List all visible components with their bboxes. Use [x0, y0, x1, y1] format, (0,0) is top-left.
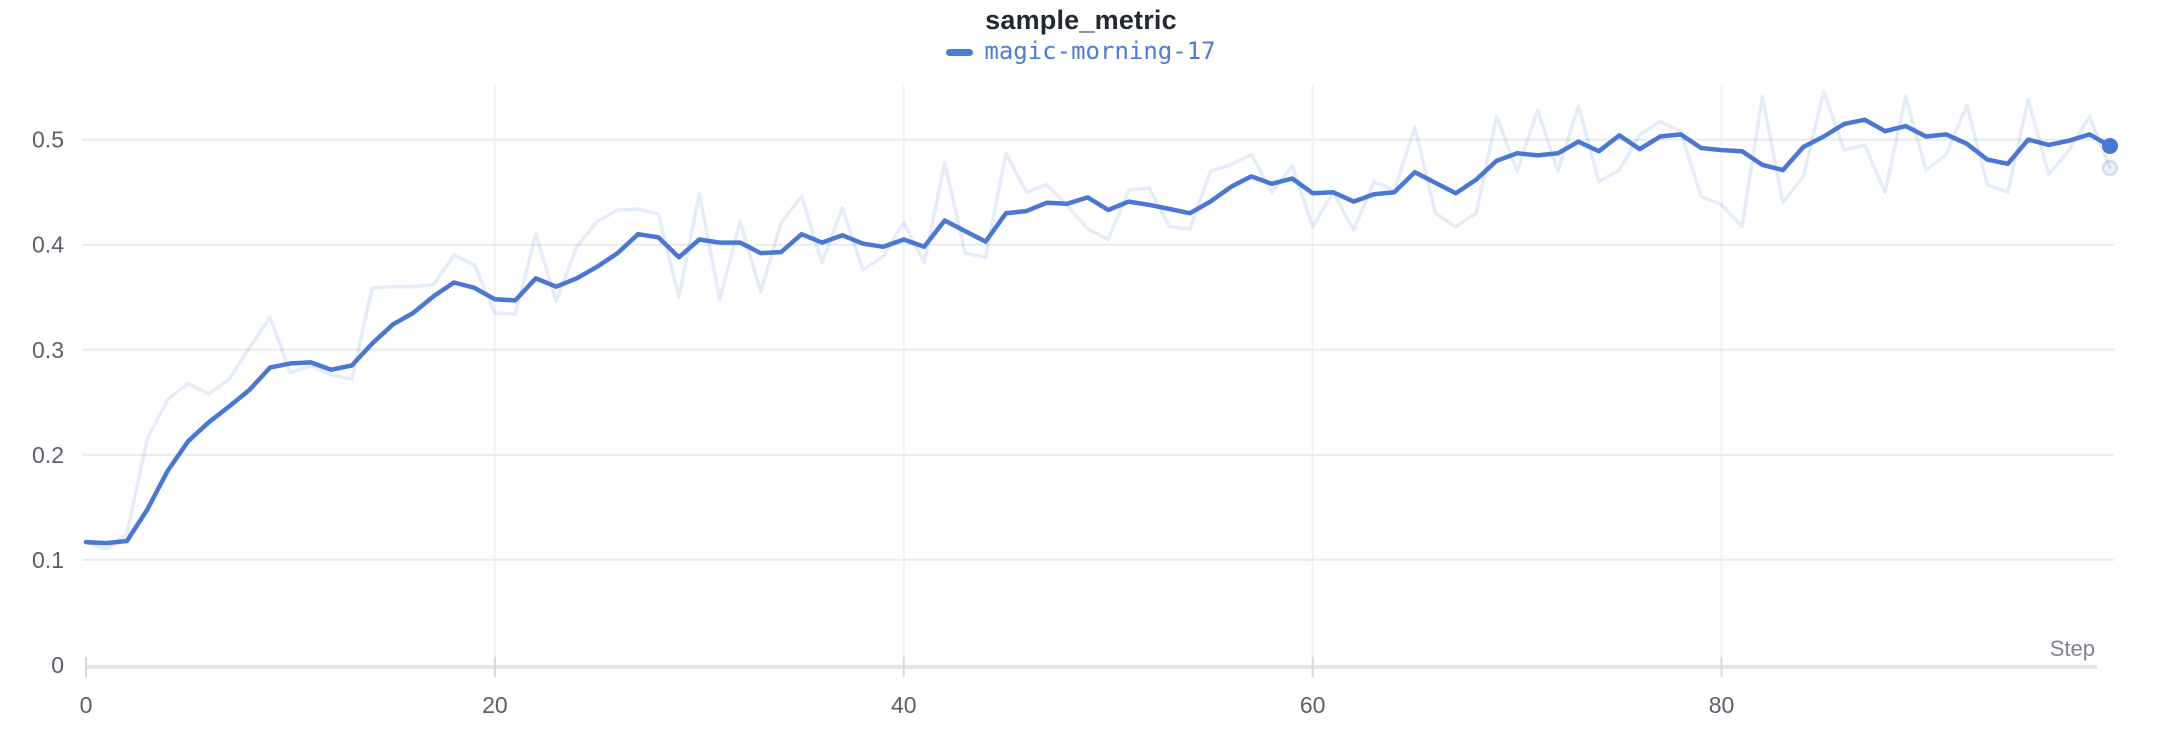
- y-tick-label: 0.2: [32, 442, 64, 468]
- y-tick-label: 0.3: [32, 337, 64, 363]
- smoothed-metric-line[interactable]: [83, 117, 2113, 546]
- legend-run-name: magic-morning-17: [984, 37, 1216, 65]
- y-tick-label: 0: [51, 652, 64, 678]
- x-tick-label: 0: [80, 692, 93, 718]
- y-tick-label: 0.4: [32, 232, 64, 258]
- x-tick-label: 20: [482, 692, 508, 718]
- x-tick-label: 40: [891, 692, 917, 718]
- y-tick-label: 0.5: [32, 127, 64, 153]
- chart-title: sample_metric: [985, 5, 1177, 35]
- x-tick-label: 80: [1709, 692, 1735, 718]
- raw-line-endpoint-dot: [2101, 159, 2119, 177]
- x-tick-label: 60: [1300, 692, 1326, 718]
- y-tick-label: 0.1: [32, 547, 64, 573]
- raw-metric-line[interactable]: [84, 89, 2112, 552]
- x-axis-title: Step: [2050, 636, 2095, 661]
- legend-item-run[interactable]: magic-morning-17: [946, 37, 1216, 65]
- smoothed-line-endpoint-dot[interactable]: [2102, 137, 2118, 154]
- legend-line-swatch-icon: [946, 48, 974, 56]
- legend: magic-morning-17: [0, 37, 2162, 65]
